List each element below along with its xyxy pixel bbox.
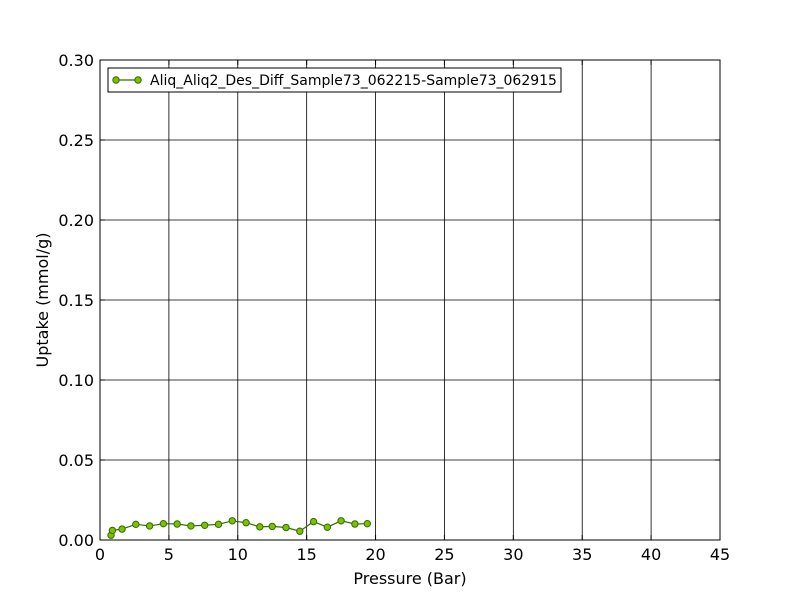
axis-ticks: 0 5 10 15 20 25 30 35 40 45 0.00 0.05 0.10 0.15 0.20 0.… — [58, 51, 730, 564]
data-point — [173, 520, 181, 528]
x-tick-label: 10 — [228, 545, 248, 564]
legend-box — [107, 67, 562, 93]
data-point — [145, 522, 154, 530]
data-point — [268, 522, 276, 531]
grid-lines — [99, 59, 721, 541]
data-point — [282, 523, 290, 532]
data-point — [309, 517, 318, 526]
x-tick-label: 5 — [164, 545, 174, 564]
data-point — [323, 523, 332, 531]
data-point — [256, 523, 264, 531]
y-tick-label: 0.15 — [58, 291, 94, 310]
x-tick-label: 35 — [572, 545, 592, 564]
legend-marker — [112, 76, 120, 84]
x-tick-label: 30 — [503, 545, 523, 564]
data-point — [108, 526, 117, 535]
data-point — [187, 522, 195, 530]
x-tick-label: 15 — [296, 545, 316, 564]
x-tick-label: 25 — [434, 545, 454, 564]
legend: Aliq_Aliq2_Des_Diff_Sample73_062215-Samp… — [107, 67, 562, 93]
y-tick-label: 0.00 — [58, 531, 94, 550]
legend-entry-label: Aliq_Aliq2_Des_Diff_Sample73_062215-Samp… — [150, 73, 557, 89]
data-point — [296, 527, 304, 535]
x-tick-label: 40 — [641, 545, 661, 564]
series-layer — [107, 517, 371, 539]
data-point — [132, 520, 140, 529]
data-point — [228, 517, 236, 525]
data-point — [242, 519, 250, 527]
data-point — [201, 521, 209, 529]
data-point — [363, 519, 371, 528]
y-tick-label: 0.25 — [58, 131, 94, 150]
x-tick-label: 20 — [365, 545, 385, 564]
data-point — [159, 519, 168, 528]
x-tick-label: 0 — [95, 545, 105, 564]
data-point — [337, 517, 345, 525]
y-axis-label: Uptake (mmol/g) — [33, 232, 52, 367]
data-point — [351, 520, 359, 528]
x-axis-label: Pressure (Bar) — [353, 569, 466, 588]
y-tick-label: 0.10 — [58, 371, 94, 390]
x-tick-label: 45 — [710, 545, 730, 564]
y-tick-label: 0.05 — [58, 451, 94, 470]
y-tick-label: 0.20 — [58, 211, 94, 230]
data-point — [118, 525, 126, 533]
data-point — [214, 520, 223, 529]
legend-marker — [134, 76, 142, 84]
y-tick-label: 0.30 — [58, 51, 94, 70]
